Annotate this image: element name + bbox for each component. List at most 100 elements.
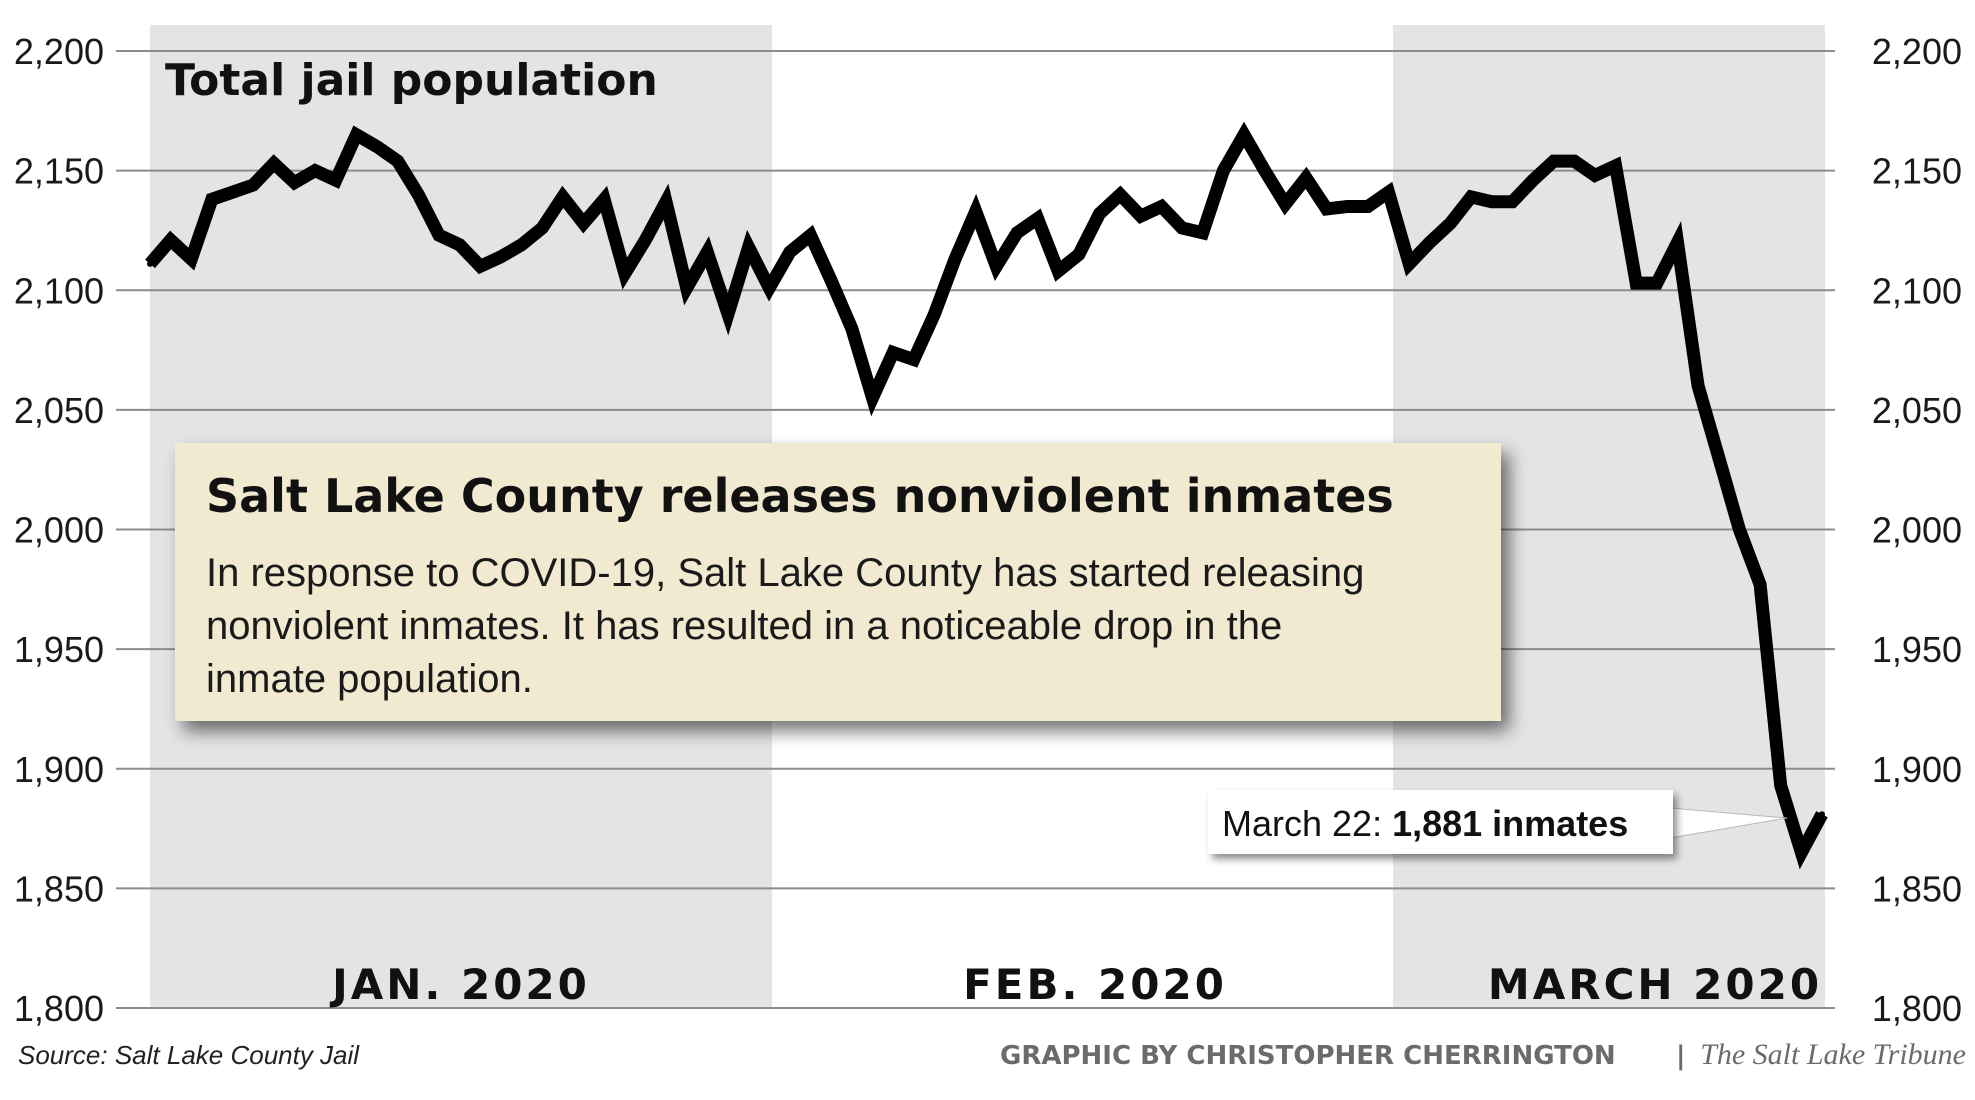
data-point-21 [580,220,587,227]
data-point-57 [1323,205,1330,212]
month-label-jan: JAN. 2020 [329,960,590,1009]
data-point-79 [1777,782,1784,789]
data-point-61 [1406,260,1413,267]
data-point-25 [663,198,670,205]
data-point-68 [1550,158,1557,165]
data-point-52 [1220,167,1227,174]
data-point-5 [250,181,257,188]
data-point-73 [1653,280,1660,287]
data-point-19 [539,225,546,232]
y-tick-right-1800: 1,800 [1872,988,1962,1029]
data-point-15 [456,241,463,248]
y-tick-left-1850: 1,850 [14,868,104,909]
data-point-51 [1199,229,1206,236]
data-point-31 [786,248,793,255]
data-point-39 [952,256,959,263]
data-point-37 [910,356,917,363]
month-label-march: MARCH 2020 [1488,960,1822,1009]
data-point-70 [1591,172,1598,179]
info-box-heading: Salt Lake County releases nonviolent inm… [206,469,1394,523]
data-point-23 [621,270,628,277]
y-tick-left-2050: 2,050 [14,390,104,431]
y-axis-left: 1,800 1,850 1,900 1,950 2,000 2,050 2,100 2,150… [14,31,104,1029]
callout-box [1208,790,1673,854]
data-point-20 [559,193,566,200]
data-point-41 [993,263,1000,270]
info-box-line-2: nonviolent inmates. It has resulted in a… [206,604,1282,648]
data-point-80 [1798,849,1805,856]
data-point-67 [1530,177,1537,184]
info-box-background [175,443,1501,721]
data-point-71 [1612,162,1619,169]
source-note: Source: Salt Lake County Jail [18,1040,360,1070]
y-tick-right-2200: 2,200 [1872,31,1962,72]
data-point-45 [1075,251,1082,258]
data-point-63 [1447,220,1454,227]
data-point-22 [601,196,608,203]
y-tick-left-1900: 1,900 [14,749,104,790]
data-point-65 [1488,198,1495,205]
chart-title: Total jail population [165,55,658,106]
data-point-54 [1261,167,1268,174]
info-box: Salt Lake County releases nonviolent inm… [175,443,1501,721]
data-point-13 [415,191,422,198]
data-point-33 [828,277,835,284]
data-point-27 [704,248,711,255]
y-tick-left-1800: 1,800 [14,988,104,1029]
data-point-74 [1674,239,1681,246]
y-tick-right-2050: 2,050 [1872,390,1962,431]
data-point-40 [972,208,979,215]
data-point-64 [1468,193,1475,200]
y-tick-left-2000: 2,000 [14,510,104,551]
data-point-47 [1117,191,1124,198]
data-point-10 [353,131,360,138]
data-point-35 [869,394,876,401]
data-points [147,131,1825,856]
callout-value: 1,881 inmates [1392,803,1628,844]
data-point-50 [1179,225,1186,232]
y-tick-left-2100: 2,100 [14,270,104,311]
info-box-line-3: inmate population. [206,657,533,701]
publication-name: The Salt Lake Tribune [1700,1038,1966,1071]
data-point-30 [766,284,773,291]
y-tick-right-1900: 1,900 [1872,749,1962,790]
data-point-56 [1302,174,1309,181]
data-point-18 [518,241,525,248]
data-point-77 [1736,526,1743,533]
data-point-38 [931,311,938,318]
data-point-34 [848,325,855,332]
end-value-callout: March 22: 1,881 inmates [1208,790,1788,854]
data-point-16 [477,263,484,270]
data-point-9 [332,177,339,184]
y-tick-right-2150: 2,150 [1872,151,1962,192]
data-point-44 [1055,268,1062,275]
data-point-48 [1137,213,1144,220]
data-point-26 [683,284,690,291]
data-point-72 [1633,280,1640,287]
y-tick-left-1950: 1,950 [14,629,104,670]
data-point-81 [1819,811,1825,818]
data-point-43 [1034,215,1041,222]
data-point-32 [807,232,814,239]
data-point-6 [270,160,277,167]
month-labels: JAN. 2020 FEB. 2020 MARCH 2020 [329,960,1822,1009]
data-point-59 [1364,203,1371,210]
callout-text: March 22: 1,881 inmates [1222,803,1628,844]
data-point-78 [1757,581,1764,588]
data-point-29 [745,244,752,251]
data-point-0 [147,260,153,267]
data-point-7 [291,179,298,186]
y-tick-right-2000: 2,000 [1872,510,1962,551]
data-point-58 [1344,203,1351,210]
data-point-11 [374,143,381,150]
y-tick-left-2150: 2,150 [14,151,104,192]
month-label-feb: FEB. 2020 [963,960,1227,1009]
data-point-17 [497,253,504,260]
series-line [145,121,1828,870]
data-point-49 [1158,203,1165,210]
data-point-55 [1282,201,1289,208]
data-point-76 [1715,454,1722,461]
data-point-24 [642,237,649,244]
